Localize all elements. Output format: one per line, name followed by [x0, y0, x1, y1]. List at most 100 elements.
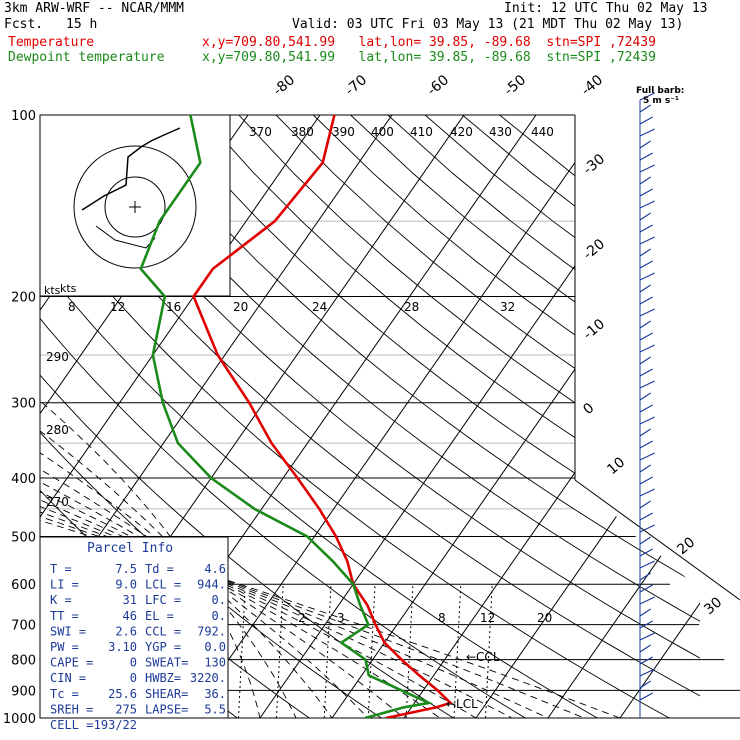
- parcel-value: 5.5: [204, 702, 226, 716]
- mixing-ratio-line: [275, 584, 284, 718]
- dry-adiabat: [275, 115, 700, 718]
- wind-barb: [639, 188, 653, 197]
- parcel-label: CIN =: [50, 671, 86, 685]
- theta-label: 420: [450, 125, 473, 139]
- wind-barb: [639, 476, 653, 485]
- isotherm-line: [403, 115, 700, 718]
- moist-adiabat: [40, 296, 654, 718]
- mixing-ratio-line: [453, 584, 462, 718]
- wind-barb: [639, 536, 651, 545]
- theta-label: 370: [249, 125, 272, 139]
- wind-barb: [639, 248, 651, 257]
- wind-barb: [639, 140, 651, 149]
- mixing-ratio-label: 12: [480, 611, 495, 625]
- wind-barb: [639, 200, 655, 209]
- moist-adiabat: [40, 296, 381, 718]
- hodograph-unit: kts: [60, 282, 77, 295]
- isotherm-line: [331, 115, 700, 718]
- pressure-label: 800: [11, 654, 36, 669]
- hodograph-ring: [73, 145, 197, 269]
- wind-barb: [639, 620, 653, 629]
- pressure-label: 200: [11, 291, 36, 306]
- wind-barb: [639, 560, 655, 569]
- pressure-label: 1000: [3, 712, 36, 727]
- dry-adiabat: [126, 115, 700, 718]
- mixing-ratio-label: 32: [500, 300, 515, 314]
- dry-adiabat: [238, 115, 700, 718]
- speed-unit-label: kts: [44, 284, 61, 297]
- theta-label: 410: [410, 125, 433, 139]
- parcel-value: 3.10: [108, 640, 137, 654]
- parcel-value: 275: [115, 702, 137, 716]
- parcel-label: CELL =: [50, 718, 93, 732]
- parcel-value: 4.6: [204, 562, 226, 576]
- parcel-value: 0.: [212, 609, 226, 623]
- pressure-label: 400: [11, 472, 36, 487]
- wind-barb: [639, 332, 653, 341]
- dewpoint-trace: [139, 115, 434, 718]
- mixing-ratio-label: 24: [312, 300, 327, 314]
- mixing-ratio-label: 2: [298, 611, 306, 625]
- pressure-label: 500: [11, 530, 36, 545]
- wind-barb: [639, 548, 653, 557]
- hodograph-ring: [104, 176, 166, 238]
- wind-barb: [639, 512, 653, 521]
- wind-barb: [639, 164, 655, 173]
- theta-left-label: 290: [46, 350, 69, 364]
- mixing-ratio-label: 8: [68, 300, 76, 314]
- wind-barb: [639, 104, 651, 113]
- wind-barb: [639, 152, 653, 161]
- wind-barb: [639, 116, 653, 125]
- dry-adiabat: [424, 115, 700, 718]
- parcel-label: YGP =: [145, 640, 181, 654]
- parcel-value: 7.5: [115, 562, 137, 576]
- wind-barb: [639, 692, 653, 701]
- pressure-label: 600: [11, 578, 36, 593]
- wind-barb: [639, 440, 653, 449]
- init-time: Init: 12 UTC Thu 02 May 13: [504, 1, 708, 16]
- parcel-value: 0: [130, 656, 137, 670]
- pressure-label: 700: [11, 619, 36, 634]
- temperature-location: x,y=709.80,541.99 lat,lon= 39.85, -89.68…: [202, 35, 656, 50]
- parcel-value: 46: [123, 609, 137, 623]
- wind-barb: [639, 296, 653, 305]
- moist-adiabat: [40, 296, 459, 718]
- mixing-ratio-lines: [237, 584, 493, 718]
- parcel-value: 2.6: [115, 624, 137, 638]
- wind-barb: [639, 644, 651, 653]
- wind-barb: [639, 368, 653, 377]
- wind-barb: [639, 668, 655, 677]
- parcel-label: LAPSE=: [145, 702, 188, 716]
- dry-adiabat: [40, 115, 700, 718]
- parcel-label: Td =: [145, 562, 174, 576]
- dry-adiabat: [40, 115, 475, 718]
- wind-barb: [639, 380, 655, 389]
- dry-adiabat: [201, 115, 700, 718]
- isotherm-line: [619, 115, 700, 718]
- wind-barbs: Full barb:5 m s⁻¹: [636, 86, 684, 718]
- hodograph-trace: [81, 127, 181, 211]
- parcel-info-box: Parcel Info T = 7.5 Td = 4.6 LI = 9.0 LCL = 944.…: [39, 536, 229, 732]
- dry-adiabat: [40, 115, 694, 718]
- forecast-value: 15 h: [66, 17, 98, 32]
- parcel-value: 3220.: [190, 671, 226, 685]
- parcel-value: 0.0: [204, 640, 226, 654]
- parcel-label: SREH =: [50, 702, 93, 716]
- isotherm-line: [40, 115, 321, 718]
- wind-barb: [639, 656, 653, 665]
- mixing-ratio-line: [367, 584, 376, 718]
- theta-label: 380: [291, 125, 314, 139]
- parcel-title: Parcel Info: [87, 541, 173, 556]
- wind-barb: [639, 524, 655, 533]
- dry-adiabat: [350, 115, 700, 718]
- theta-label: 440: [531, 125, 554, 139]
- parcel-value: 944.: [197, 578, 226, 592]
- wind-barb: [639, 608, 651, 617]
- isotherm-label: -10: [580, 316, 608, 343]
- dewpoint-location: x,y=709.80,541.99 lat,lon= 39.85, -89.68…: [202, 50, 656, 65]
- wind-barb: [639, 488, 655, 497]
- dry-adiabat: [163, 115, 700, 718]
- parcel-value: 0.: [212, 593, 226, 607]
- mixing-ratio-label: 3: [337, 611, 345, 625]
